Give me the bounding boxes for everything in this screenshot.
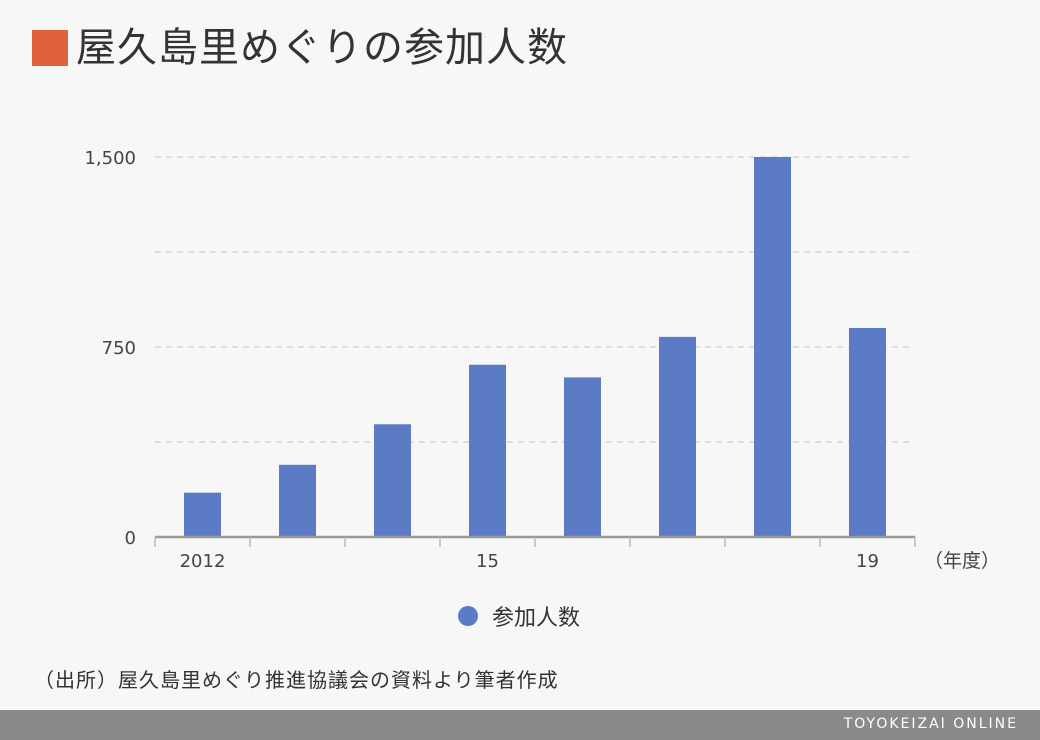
y-tick-label: 750 bbox=[102, 338, 136, 359]
legend: 参加人数 bbox=[458, 600, 580, 632]
x-unit-label: （年度） bbox=[924, 550, 1000, 572]
bar bbox=[184, 492, 221, 537]
source-note: （出所）屋久島里めぐり推進協議会の資料より筆者作成 bbox=[34, 668, 559, 692]
y-tick-label: 0 bbox=[125, 528, 136, 549]
bar bbox=[279, 464, 316, 537]
x-tick-label: 15 bbox=[476, 551, 499, 572]
bar bbox=[374, 424, 411, 537]
footer-bar: TOYOKEIZAI ONLINE bbox=[0, 710, 1040, 740]
y-tick-label: 1,500 bbox=[84, 148, 136, 169]
x-tick-label: 2012 bbox=[180, 551, 226, 572]
title-text: 屋久島里めぐりの参加人数 bbox=[76, 25, 568, 71]
bar bbox=[564, 377, 601, 537]
legend-label: 参加人数 bbox=[492, 606, 581, 631]
bar bbox=[469, 364, 506, 537]
chart-title: 屋久島里めぐりの参加人数 bbox=[32, 28, 568, 68]
bar bbox=[849, 328, 886, 537]
bar bbox=[754, 157, 791, 537]
brand-label: TOYOKEIZAI ONLINE bbox=[843, 716, 1018, 732]
bar bbox=[659, 336, 696, 537]
title-marker-square bbox=[32, 30, 68, 66]
legend-marker bbox=[458, 606, 478, 626]
x-tick-label: 19 bbox=[856, 551, 879, 572]
